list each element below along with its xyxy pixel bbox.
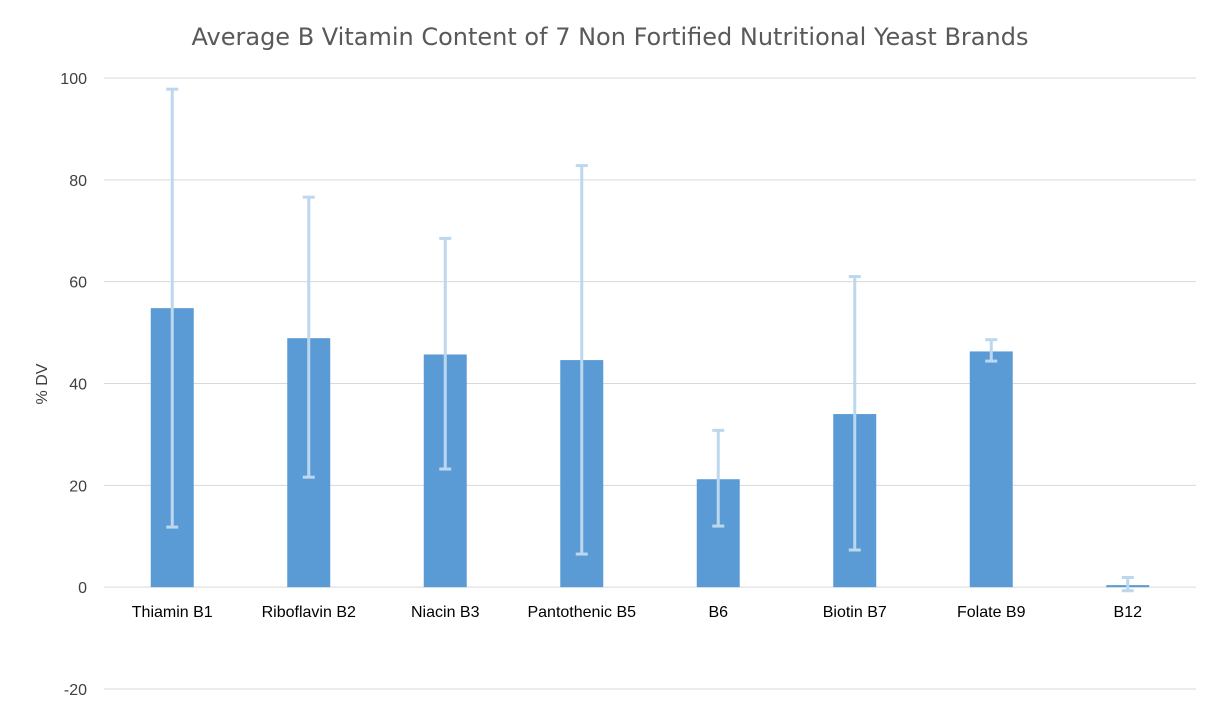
gridlines	[104, 77, 1196, 690]
y-tick-label: 20	[69, 478, 87, 495]
y-tick-label: 60	[69, 275, 87, 292]
x-tick-label: Riboflavin B2	[262, 604, 356, 621]
error-bar	[985, 338, 998, 363]
bars	[150, 308, 1150, 588]
x-tick-label: Niacin B3	[411, 604, 480, 621]
y-axis-label: % DV	[34, 363, 51, 404]
x-tick-label: B6	[708, 604, 728, 621]
x-tick-label: Biotin B7	[823, 604, 887, 621]
x-tick-label: Folate B9	[957, 604, 1026, 621]
y-tick-label: 100	[60, 71, 87, 88]
y-axis-ticks: 100 80 60 40 20 0 -20	[60, 71, 87, 699]
error-bar	[575, 164, 588, 556]
error-bar	[166, 87, 179, 529]
x-tick-label: Pantothenic B5	[527, 604, 636, 621]
bar	[969, 351, 1013, 588]
x-tick-label: B12	[1114, 604, 1143, 621]
chart-title: Average B Vitamin Content of 7 Non Forti…	[192, 23, 1029, 51]
error-bar	[712, 428, 725, 528]
x-axis-ticks: Thiamin B1 Riboflavin B2 Niacin B3 Pantothe…	[132, 604, 1142, 621]
y-tick-label: 80	[69, 173, 87, 190]
x-tick-label: Thiamin B1	[132, 604, 213, 621]
error-bar	[302, 195, 315, 479]
error-bar	[848, 275, 861, 552]
y-tick-label: 40	[69, 377, 87, 394]
y-tick-label: 0	[78, 580, 87, 597]
error-bars	[166, 87, 1134, 593]
error-bar	[439, 236, 452, 471]
y-tick-label: -20	[64, 682, 87, 699]
error-bar	[1121, 575, 1134, 593]
